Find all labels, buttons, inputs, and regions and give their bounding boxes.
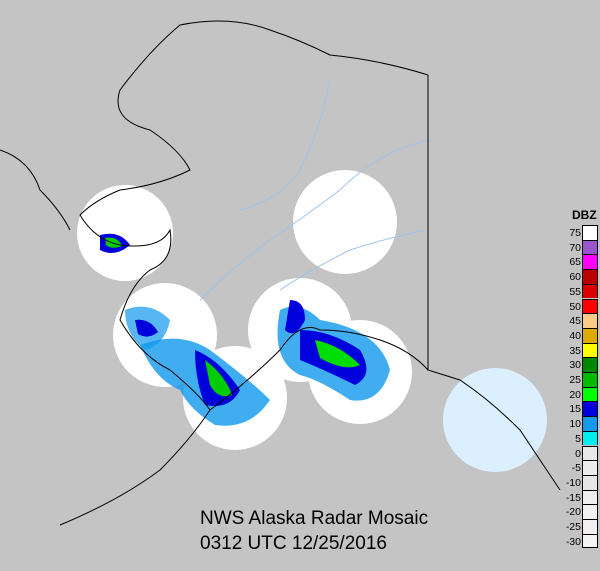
legend-label: 35 — [569, 344, 581, 357]
legend-swatch — [582, 386, 598, 402]
precipitation-echoes — [100, 233, 390, 426]
legend-label: 75 — [569, 227, 581, 239]
legend-swatch — [582, 416, 598, 431]
legend-item: 20 — [566, 386, 600, 402]
legend-swatch — [582, 254, 598, 270]
legend-item: 10 — [566, 416, 600, 431]
legend-item: -15 — [566, 489, 600, 505]
legend-label: 5 — [575, 432, 581, 445]
map-timestamp: 0312 UTC 12/25/2016 — [200, 533, 387, 554]
legend-item: 55 — [566, 283, 600, 299]
legend-label: 55 — [569, 285, 581, 298]
legend-swatch — [582, 533, 598, 549]
legend-label: 10 — [569, 418, 581, 431]
legend-label: 0 — [575, 447, 581, 460]
legend-label: 40 — [569, 329, 581, 342]
legend-label: -15 — [565, 491, 581, 504]
legend-swatch — [582, 239, 598, 255]
legend-item: 35 — [566, 342, 600, 358]
legend-label: -10 — [565, 476, 581, 489]
legend-item: 60 — [566, 269, 600, 284]
map-title: NWS Alaska Radar Mosaic — [200, 508, 429, 529]
legend-label: -20 — [565, 506, 581, 519]
legend-item: 70 — [566, 239, 600, 255]
legend-item: -25 — [566, 519, 600, 534]
legend-swatch — [582, 401, 598, 417]
legend-swatch — [582, 327, 598, 343]
legend-item: 45 — [566, 313, 600, 328]
legend-label: 30 — [569, 359, 581, 372]
legend-swatch — [582, 474, 598, 490]
legend-item: 15 — [566, 401, 600, 417]
legend-item: 75 — [566, 225, 600, 240]
legend-swatch — [582, 445, 598, 461]
legend-item: 65 — [566, 254, 600, 270]
legend-swatch — [582, 225, 598, 240]
legend-label: -30 — [565, 535, 581, 548]
legend-item: 40 — [566, 327, 600, 343]
legend-label: 20 — [569, 388, 581, 401]
legend-item: 50 — [566, 298, 600, 314]
legend-label: 70 — [569, 241, 581, 254]
legend-item: 25 — [566, 372, 600, 387]
legend-swatch — [582, 342, 598, 358]
legend-swatch — [582, 357, 598, 372]
legend-item: 5 — [566, 430, 600, 446]
legend-swatch — [582, 519, 598, 534]
legend-swatch — [582, 430, 598, 446]
legend-item: -10 — [566, 474, 600, 490]
legend-label: 45 — [569, 315, 581, 328]
legend-item: -20 — [566, 504, 600, 519]
legend-item: -30 — [566, 533, 600, 549]
legend-swatch — [582, 460, 598, 475]
legend-title: DBZ — [572, 208, 597, 222]
coastline — [0, 20, 561, 526]
legend-swatch — [582, 489, 598, 505]
radar-site-fairbanks — [293, 170, 397, 274]
radar-site-kenai-west — [77, 185, 173, 281]
legend-label: 60 — [569, 271, 581, 284]
rivers — [199, 79, 431, 301]
legend-item: 0 — [566, 445, 600, 461]
legend-swatch — [582, 298, 598, 314]
legend-label: -5 — [571, 462, 581, 475]
radar-site-sitka — [443, 368, 547, 472]
legend-swatch — [582, 372, 598, 387]
legend-item: -5 — [566, 460, 600, 475]
legend-swatch — [582, 283, 598, 299]
legend-label: -25 — [565, 521, 581, 533]
legend-swatch — [582, 269, 598, 284]
legend-swatch — [582, 504, 598, 519]
legend-label: 65 — [569, 256, 581, 269]
legend-label: 50 — [569, 300, 581, 313]
legend-label: 25 — [569, 374, 581, 386]
legend-swatch — [582, 313, 598, 328]
legend-label: 15 — [569, 403, 581, 416]
legend-item: 30 — [566, 357, 600, 372]
